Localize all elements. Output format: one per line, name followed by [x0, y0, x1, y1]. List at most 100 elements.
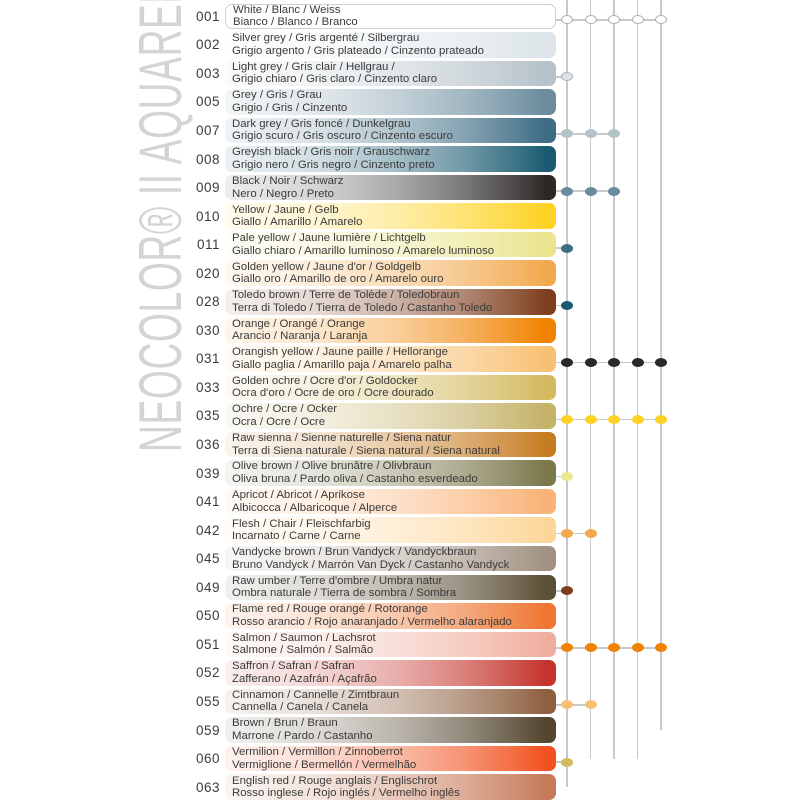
availability-dot — [608, 414, 620, 424]
color-swatch-bar: Apricot / Abricot / Aprikose Albicocca /… — [225, 488, 556, 515]
color-code: 031 — [195, 351, 220, 367]
availability-connector-line — [556, 532, 591, 535]
color-code: 033 — [195, 379, 220, 395]
availability-dot — [561, 529, 573, 539]
color-names-line2: Grigio chiaro / Gris claro / Cinzento cl… — [232, 73, 438, 86]
color-swatch-bar: Black / Noir / Schwarz Nero / Negro / Pr… — [225, 174, 556, 201]
color-swatch-bar: Vandycke brown / Brun Vandyck / Vandyckb… — [225, 545, 556, 572]
color-code: 035 — [195, 408, 220, 424]
color-names-line1: Greyish black / Gris noir / Grauschwarz — [232, 146, 431, 159]
color-swatch-bar: Golden ochre / Ocre d'or / Goldocker Ocr… — [225, 374, 556, 401]
color-names-line1: Orange / Orangé / Orange — [232, 317, 365, 330]
availability-column-line — [636, 0, 639, 759]
color-row: 052 Saffron / Safran / Safran Zafferano … — [0, 660, 800, 686]
color-row: 001 White / Blanc / Weiss Bianco / Blanc… — [0, 3, 800, 29]
color-names-line2: Grigio nero / Gris negro / Cinzento pret… — [232, 159, 435, 171]
availability-dot — [584, 15, 597, 25]
color-row: 050 Flame red / Rouge orangé / Rotorange… — [0, 603, 800, 629]
availability-dot — [584, 186, 597, 196]
color-names-line1: Brown / Brun / Braun — [232, 717, 338, 730]
color-names-line2: Ocra / Ocre / Ocre — [232, 415, 326, 428]
color-swatch-bar: Orange / Orangé / Orange Arancio / Naran… — [225, 317, 556, 344]
color-names-line1: Flesh / Chair / Fleischfarbig — [232, 517, 371, 530]
color-names-line1: Apricot / Abricot / Aprikose — [232, 489, 365, 501]
color-swatch-bar: Olive brown / Olive brunâtre / Olivbraun… — [225, 460, 556, 486]
color-names-line1: Pale yellow / Jaune lumière / Lichtgelb — [232, 232, 426, 245]
color-names-line2: Vermiglione / Bermellón / Vermelhão — [232, 758, 417, 771]
color-swatch-bar: Vermilion / Vermillon / Zinnoberrot Verm… — [225, 745, 556, 772]
color-names-line2: Terra di Siena naturale / Siena natural … — [232, 444, 500, 457]
color-names-line1: Black / Noir / Schwarz — [232, 174, 344, 187]
availability-dot — [631, 414, 644, 424]
color-names-line2: Grigio scuro / Gris oscuro / Cinzento es… — [232, 130, 453, 143]
color-swatch-bar: Yellow / Jaune / Gelb Giallo / Amarillo … — [225, 203, 556, 229]
color-swatch-bar: Toledo brown / Terre de Tolède / Toledob… — [225, 289, 556, 315]
color-names-line2: Salmone / Salmón / Salmão — [232, 644, 374, 657]
color-names-line1: Yellow / Jaune / Gelb — [232, 203, 339, 216]
availability-dot — [561, 700, 573, 710]
color-names-line2: Giallo chiaro / Amarillo luminoso / Amar… — [232, 244, 495, 257]
color-row: 035 Ochre / Ocre / Ocker Ocra / Ocre / O… — [0, 403, 800, 429]
color-code: 045 — [195, 551, 220, 567]
color-code: 042 — [195, 522, 220, 538]
color-code: 011 — [196, 237, 220, 253]
color-names-line1: Vandycke brown / Brun Vandyck / Vandyckb… — [232, 546, 477, 559]
availability-dot — [584, 643, 597, 653]
color-swatch-bar: Saffron / Safran / Safran Zafferano / Az… — [225, 660, 556, 686]
color-code: 059 — [195, 722, 220, 738]
availability-dot — [631, 643, 644, 653]
color-names-line2: Terra di Toledo / Tierra de Toledo / Cas… — [232, 301, 493, 314]
color-row: 036 Raw sienna / Sienne naturelle / Sien… — [0, 431, 800, 458]
color-names-line1: Cinnamon / Cannelle / Zimtbraun — [232, 688, 400, 701]
color-swatch-bar: Pale yellow / Jaune lumière / Lichtgelb … — [225, 231, 556, 258]
availability-dot — [631, 15, 644, 25]
color-code: 036 — [195, 437, 220, 452]
color-names-line2: Nero / Negro / Preto — [232, 187, 334, 200]
color-swatch-bar: Raw umber / Terre d'ombre / Umbra natur … — [225, 574, 556, 600]
color-names-line2: Incarnato / Carne / Carne — [232, 530, 361, 543]
color-names-line1: English red / Rouge anglais / Englischro… — [232, 774, 438, 787]
availability-dot — [561, 643, 573, 653]
color-row: 041 Apricot / Abricot / Aprikose Albicoc… — [0, 488, 800, 515]
color-row: 011 Pale yellow / Jaune lumière / Lichtg… — [0, 231, 800, 482]
availability-dot — [608, 357, 620, 367]
color-row: 039 Olive brown / Olive brunâtre / Olivb… — [0, 460, 800, 486]
color-names-line2: Marrone / Pardo / Castanho — [232, 730, 373, 742]
color-names-line1: Orangish yellow / Jaune paille / Hellora… — [232, 346, 448, 359]
color-names-line2: Bruno Vandyck / Marrón Van Dyck / Castan… — [232, 558, 510, 571]
color-code: 055 — [195, 693, 220, 709]
color-names-line1: Raw sienna / Sienne naturelle / Siena na… — [232, 431, 452, 444]
color-names-line2: Ombra naturale / Tierra de sombra / Somb… — [232, 587, 457, 600]
color-row: 031 Orangish yellow / Jaune paille / Hel… — [0, 346, 800, 710]
availability-dot — [561, 357, 573, 367]
color-row: 042 Flesh / Chair / Fleischfarbig Incarn… — [0, 517, 800, 543]
color-names-line1: Grey / Gris / Grau — [232, 89, 322, 102]
color-swatch-bar: Silver grey / Gris argenté / Silbergrau … — [225, 32, 556, 58]
availability-dot — [561, 186, 573, 196]
color-names-line2: Oliva bruna / Pardo oliva / Castanho esv… — [232, 473, 478, 486]
color-names-line2: Giallo oro / Amarillo de oro / Amarelo o… — [232, 273, 444, 286]
color-swatch-bar: Golden yellow / Jaune d'or / Goldgelb Gi… — [225, 260, 556, 286]
availability-dot — [561, 757, 573, 767]
availability-dot — [561, 472, 573, 482]
color-code: 041 — [195, 494, 220, 510]
color-names-line2: Zafferano / Azafrán / Açafrão — [232, 672, 377, 685]
color-names-line1: Flame red / Rouge orangé / Rotorange — [232, 603, 428, 616]
color-row: 009 Black / Noir / Schwarz Nero / Negro … — [0, 174, 800, 367]
availability-dot — [655, 414, 667, 424]
color-names-line2: Cannella / Canela / Canela — [232, 701, 369, 714]
availability-dot — [561, 414, 573, 424]
color-row: 045 Vandycke brown / Brun Vandyck / Vand… — [0, 545, 800, 572]
availability-dot — [584, 414, 597, 424]
availability-dot — [584, 700, 597, 710]
availability-dot — [608, 15, 620, 25]
color-code: 001 — [195, 8, 220, 24]
color-row: 010 Yellow / Jaune / Gelb Giallo / Amari… — [0, 203, 800, 424]
color-row: 008 Greyish black / Gris noir / Grauschw… — [0, 146, 800, 310]
color-swatch-bar: Grey / Gris / Grau Grigio / Gris / Cinze… — [225, 89, 556, 115]
color-row: 060 Vermilion / Vermillon / Zinnoberrot … — [0, 745, 800, 772]
color-row: 003 Light grey / Gris clair / Hellgrau /… — [0, 60, 800, 139]
color-swatch-bar: Flame red / Rouge orangé / Rotorange Ros… — [225, 603, 556, 629]
availability-column-line — [566, 0, 568, 788]
